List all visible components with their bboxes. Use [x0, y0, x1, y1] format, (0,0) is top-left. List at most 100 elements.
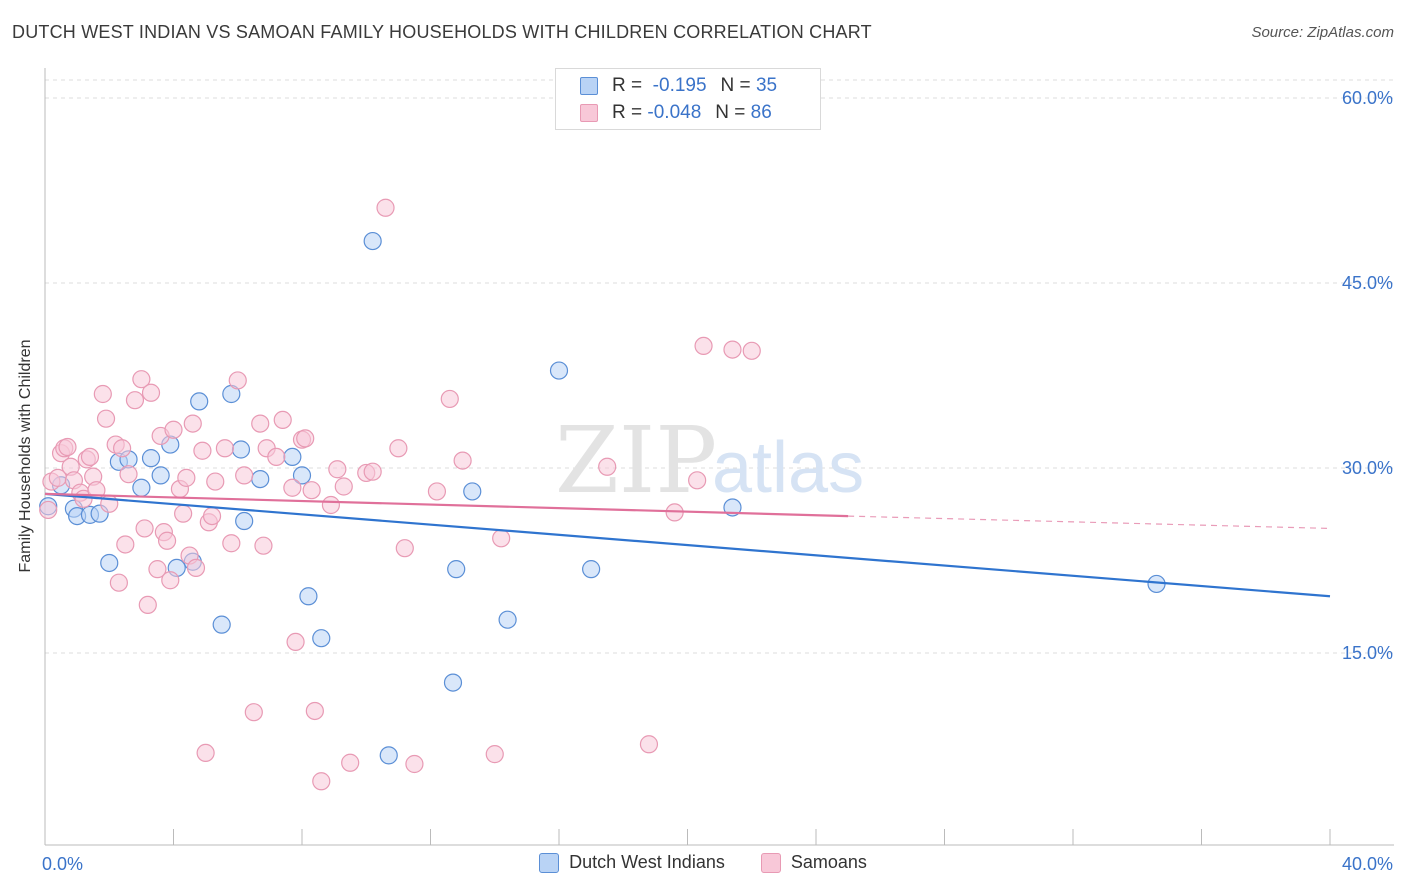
samoan-point: [202, 506, 222, 526]
dutch-west-indian-trend-line: [44, 492, 1331, 598]
samoan-point: [363, 462, 382, 481]
r-value: -0.048: [647, 102, 702, 123]
samoan-point: [334, 477, 353, 496]
samoan-point: [96, 409, 116, 428]
samoan-point: [639, 735, 659, 754]
samoan-point: [39, 500, 58, 520]
samoan-point: [302, 481, 321, 500]
samoan-point: [183, 414, 202, 433]
n-label: N =: [715, 102, 746, 123]
dutch-west-indian-point: [463, 482, 482, 501]
y-tick-label: 45.0%: [1342, 273, 1393, 293]
dutch-west-indian-point: [498, 610, 517, 629]
samoan-point: [193, 441, 212, 460]
samoan-point: [206, 472, 225, 491]
legend-item-dutch-west-indians[interactable]: Dutch West Indians: [539, 852, 725, 873]
axes: [44, 68, 1394, 846]
x-tick-label: 0.0%: [42, 854, 83, 874]
y-tick-label: 60.0%: [1342, 88, 1393, 108]
samoan-point: [321, 495, 341, 515]
dutch-west-indian-point: [283, 447, 302, 466]
samoan-point: [80, 447, 100, 466]
blue-swatch-icon: [580, 77, 598, 95]
dutch-west-indian-point: [292, 466, 312, 485]
samoan-point: [440, 389, 459, 409]
samoan-point: [395, 539, 414, 558]
samoan-point: [58, 437, 77, 457]
x-tick-label: 40.0%: [1342, 854, 1393, 874]
watermark-atlas: atlas: [712, 428, 864, 508]
samoan-point: [251, 414, 270, 433]
samoan-point: [312, 772, 331, 791]
samoan-point: [148, 560, 167, 579]
n-label: N =: [720, 75, 751, 96]
samoan-point: [598, 457, 617, 476]
legend-label: Samoans: [790, 852, 867, 872]
dutch-west-indian-point: [443, 673, 463, 692]
samoan-point: [215, 439, 234, 458]
legend-row-dutch-west-indians: R = -0.195 N = 35: [580, 74, 777, 98]
watermark: ZIP atlas: [555, 407, 864, 514]
samoan-point: [453, 451, 472, 470]
dutch-west-indian-point: [190, 392, 209, 411]
samoan-point: [177, 468, 196, 487]
samoan-point: [244, 703, 263, 722]
samoan-point: [132, 370, 151, 389]
samoan-trend-line: [44, 492, 849, 518]
samoan-point: [235, 466, 254, 485]
r-label: R =: [612, 102, 643, 123]
samoan-point: [286, 632, 305, 652]
samoan-point: [141, 383, 161, 402]
tick-labels: 60.0% 45.0% 30.0% 15.0% 0.0% 40.0%: [42, 88, 1393, 874]
samoan-point: [296, 429, 315, 448]
n-value: 86: [750, 102, 772, 123]
samoan-point: [328, 460, 347, 479]
dutch-west-indian-point: [100, 553, 119, 573]
samoan-trend-extension: [848, 515, 1331, 530]
samoan-point: [267, 447, 286, 466]
samoan-point: [135, 519, 154, 538]
dutch-west-indian-point: [549, 361, 569, 380]
dutch-west-indian-point: [363, 231, 382, 251]
pink-swatch-icon: [760, 852, 781, 873]
samoan-point: [427, 482, 447, 501]
dutch-west-indian-point: [231, 440, 251, 459]
data-points: [39, 198, 1166, 791]
samoan-point: [283, 478, 302, 497]
samoan-point: [305, 701, 324, 721]
dutch-west-indian-point: [299, 587, 318, 606]
series-legend: Dutch West Indians Samoans: [0, 852, 1406, 873]
samoan-point: [273, 410, 292, 429]
source-label: Source: ZipAtlas.com: [1251, 24, 1394, 41]
samoan-point: [138, 595, 157, 615]
samoan-point: [723, 340, 742, 359]
samoan-point: [485, 745, 504, 764]
samoan-point: [196, 743, 215, 763]
samoan-point: [157, 531, 177, 550]
dutch-west-indian-point: [212, 615, 231, 634]
samoan-point: [186, 558, 206, 578]
legend-item-samoans[interactable]: Samoans: [760, 852, 867, 873]
samoan-point: [161, 571, 180, 590]
dutch-west-indian-point: [132, 478, 151, 497]
pink-swatch-icon: [580, 104, 598, 122]
samoan-point: [228, 371, 247, 390]
samoan-point: [405, 754, 424, 774]
blue-swatch-icon: [539, 852, 560, 873]
samoan-point: [688, 471, 707, 490]
dutch-west-indian-point: [379, 746, 398, 765]
samoan-point: [742, 341, 761, 360]
legend-label: Dutch West Indians: [569, 852, 725, 872]
dutch-west-indian-point: [582, 560, 601, 579]
r-value: -0.195: [652, 75, 707, 96]
samoan-point: [694, 336, 713, 355]
samoan-point: [109, 573, 128, 592]
samoan-point: [174, 504, 193, 523]
stats-legend: R = -0.195 N = 35 R = -0.048 N = 86: [555, 68, 821, 130]
grid-lines: [45, 79, 1394, 654]
dutch-west-indian-point: [141, 449, 161, 468]
dutch-west-indian-point: [251, 470, 270, 489]
samoan-point: [389, 439, 408, 458]
samoan-point: [222, 534, 241, 553]
